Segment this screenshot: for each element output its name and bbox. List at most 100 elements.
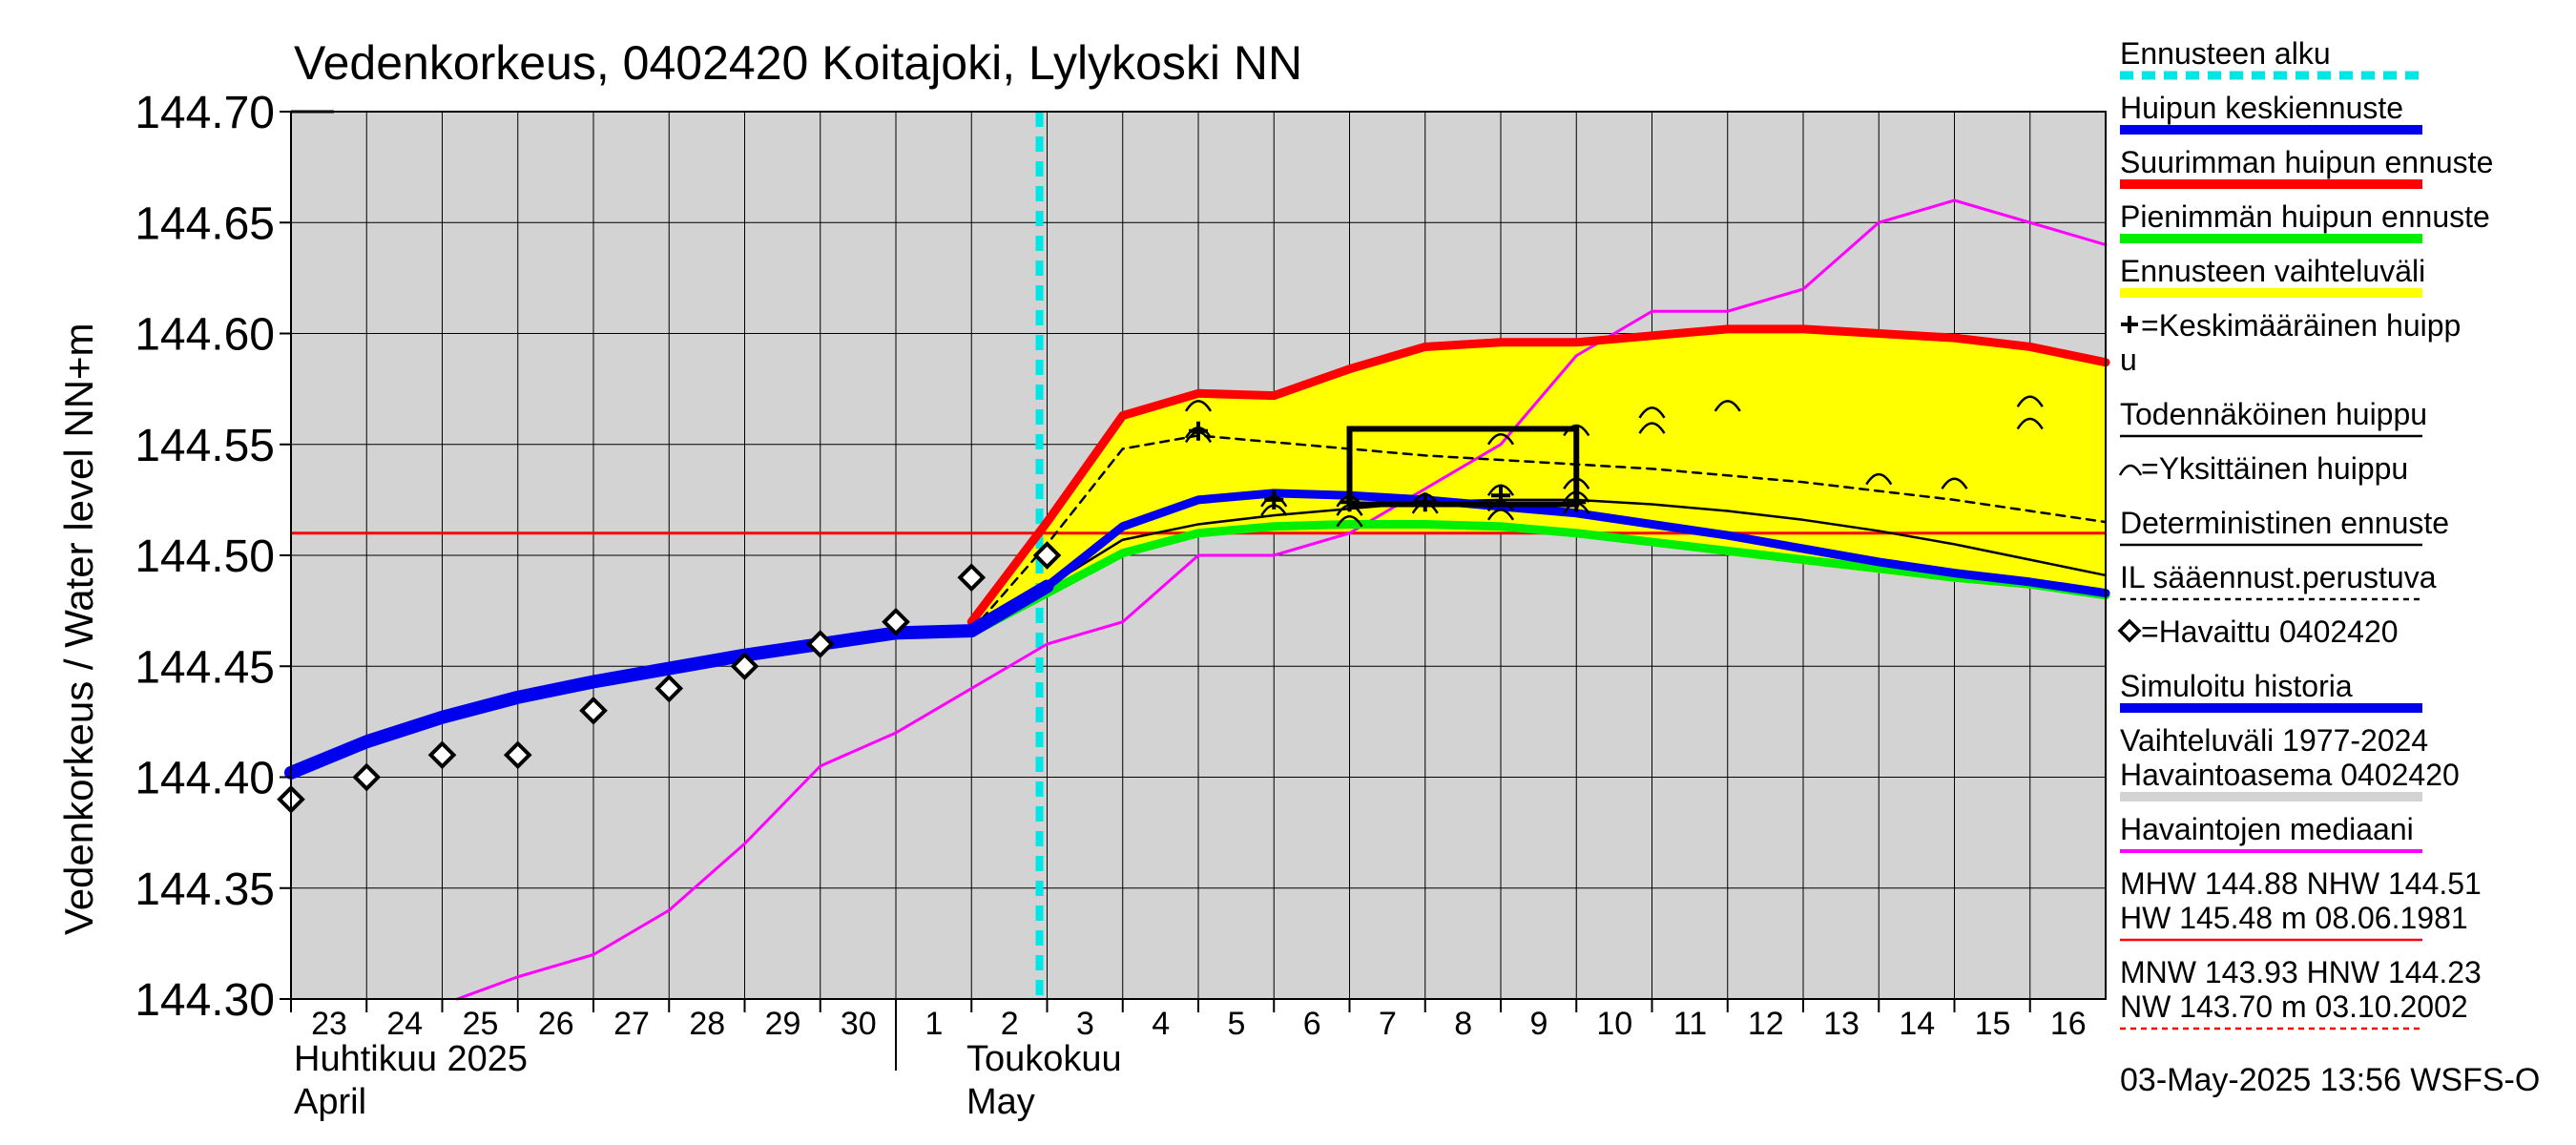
mean-peak-marker (1491, 486, 1510, 506)
observed-point (882, 607, 910, 636)
month-label-may-en: May (966, 1082, 1035, 1122)
legend-label: Deterministinen ennuste (2120, 506, 2449, 540)
single-peak-marker (1563, 477, 1590, 489)
x-tick-label: 12 (1748, 1006, 1784, 1042)
observed-point (427, 740, 457, 770)
legend-label: =Havaittu 0402420 (2141, 614, 2399, 649)
x-tick-label: 13 (1823, 1006, 1859, 1042)
single-peak-marker (1184, 400, 1213, 412)
x-tick-label: 1 (925, 1006, 944, 1042)
legend-single-peak-icon (2118, 464, 2143, 476)
legend-label: Todennäköinen huippu (2120, 397, 2427, 431)
x-tick-label: 5 (1228, 1006, 1246, 1042)
x-tick-label: 7 (1379, 1006, 1397, 1042)
legend-label: Simuloitu historia (2120, 669, 2353, 703)
x-tick-label: 10 (1596, 1006, 1632, 1042)
observed-point (654, 674, 684, 703)
y-tick-label: 144.70 (135, 88, 275, 138)
y-tick-label: 144.65 (135, 198, 275, 249)
mean-peak-marker (1340, 492, 1360, 512)
single-peak-marker (1714, 400, 1741, 412)
observed-point (730, 652, 759, 681)
x-tick-label: 15 (1975, 1006, 2011, 1042)
x-tick-label: 27 (613, 1006, 650, 1042)
probable-peak-rect (1346, 426, 1580, 508)
y-axis-label: Vedenkorkeus / Water level NN+m (56, 323, 101, 935)
mean-peak-marker (1567, 492, 1587, 512)
legend-label-2: HW 145.48 m 08.06.1981 (2120, 901, 2468, 935)
observed-point (805, 630, 835, 658)
month-label-april-fi: Huhtikuu 2025 (294, 1039, 528, 1079)
series-layer (284, 198, 2110, 1001)
legend-label: Suurimman huipun ennuste (2120, 145, 2493, 179)
legend-label: Pienimmän huipun ennuste (2120, 199, 2490, 234)
legend-label-2: NW 143.70 m 03.10.2002 (2120, 989, 2468, 1024)
legend-label: Huipun keskiennuste (2120, 91, 2403, 125)
series-suurimman-huipun-ennuste (966, 324, 2110, 627)
series-havaintojen-mediaani (455, 198, 2108, 1001)
x-tick-label: 14 (1899, 1006, 1935, 1042)
legend-label: Havaintojen mediaani (2120, 812, 2414, 846)
y-tick-label: 144.35 (135, 864, 275, 915)
legend-label: MHW 144.88 NHW 144.51 (2120, 866, 2482, 901)
y-tick-label: 144.50 (135, 531, 275, 582)
forecast-range-band (971, 328, 2106, 634)
x-tick-label: 29 (765, 1006, 801, 1042)
series-pienimm-n-huipun-ennuste (966, 519, 2110, 637)
series-deterministinen-ennuste (970, 498, 2108, 633)
y-tick-label: 144.30 (135, 975, 275, 1026)
mean-peak-marker (1189, 421, 1208, 441)
legend: Ennusteen alku Huipun keskiennuste Suurimm… (2117, 36, 2493, 1030)
x-tick-label: 16 (2050, 1006, 2087, 1042)
chart-title: Vedenkorkeus, 0402420 Koitajoki, Lylykos… (294, 36, 1302, 90)
x-tick-label: 25 (463, 1006, 499, 1042)
legend-label-2: Havaintoasema 0402420 (2120, 758, 2460, 792)
mean-peak-marker (1264, 489, 1284, 510)
month-label-april-en: April (294, 1082, 366, 1122)
month-label-may-fi: Toukokuu (966, 1039, 1122, 1079)
legend-mean-peak-icon (2121, 316, 2138, 333)
mean-peak-marker (1415, 492, 1435, 512)
x-tick-label: 30 (841, 1006, 877, 1042)
observed-point (352, 762, 382, 792)
series-il-s-ennust-perustuva (970, 434, 2108, 633)
single-peak-marker (1941, 477, 1968, 489)
x-tick-label: 28 (689, 1006, 725, 1042)
legend-label: =Keskimääräinen huipp (2141, 308, 2461, 343)
y-tick-label: 144.45 (135, 642, 275, 693)
legend-label: Vaihteluväli 1977-2024 (2120, 723, 2428, 758)
x-tick-label: 4 (1152, 1006, 1170, 1042)
y-axis-ticks: 144.30 144.35 144.40 144.45 144.50 144.55 144.… (135, 88, 334, 1026)
single-peak-marker (2016, 395, 2044, 407)
y-tick-label: 144.40 (135, 754, 275, 804)
x-tick-label: 8 (1454, 1006, 1472, 1042)
series-huipun-keskiennuste (966, 489, 2110, 635)
single-peak-marker (1486, 484, 1515, 496)
legend-label: Ennusteen alku (2120, 36, 2331, 71)
x-tick-label: 9 (1530, 1006, 1548, 1042)
x-tick-label: 6 (1303, 1006, 1321, 1042)
y-tick-label: 144.60 (135, 310, 275, 361)
single-peak-marker (1638, 406, 1666, 419)
x-tick-label: 3 (1076, 1006, 1094, 1042)
observed-point (503, 740, 532, 770)
y-tick-label: 144.55 (135, 421, 275, 471)
legend-label: Ennusteen vaihteluväli (2120, 254, 2425, 288)
legend-observed-icon (2117, 618, 2142, 643)
legend-label: MNW 143.93 HNW 144.23 (2120, 955, 2482, 989)
x-tick-label: 26 (538, 1006, 574, 1042)
observed-point (1032, 541, 1062, 570)
probable-peak-box (1346, 426, 1580, 508)
observed-point (579, 696, 608, 725)
single-peak-marker (1638, 422, 1666, 434)
x-tick-label: 24 (386, 1006, 423, 1042)
single-peak-marker (1563, 490, 1590, 503)
single-peak-marker (2016, 417, 2044, 430)
observed-point (957, 563, 987, 593)
single-peak-marker (1865, 472, 1893, 486)
series-simuloitu-historia (284, 579, 1054, 780)
forecast-band-area (971, 328, 2106, 634)
single-peak-marker (1563, 424, 1590, 437)
legend-label: =Yksittäinen huippu (2141, 451, 2408, 486)
